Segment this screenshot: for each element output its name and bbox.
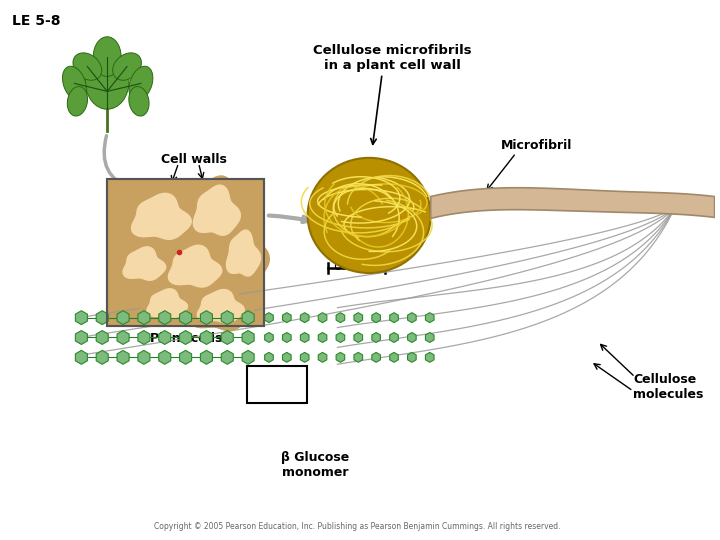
Polygon shape bbox=[76, 350, 87, 365]
Text: Cellulose
molecules: Cellulose molecules bbox=[633, 373, 703, 401]
Polygon shape bbox=[265, 313, 274, 322]
Polygon shape bbox=[354, 353, 363, 362]
Text: β Glucose
monomer: β Glucose monomer bbox=[282, 450, 350, 478]
Polygon shape bbox=[390, 313, 398, 322]
Polygon shape bbox=[242, 350, 254, 365]
Polygon shape bbox=[194, 185, 240, 235]
Polygon shape bbox=[221, 330, 233, 345]
Polygon shape bbox=[282, 333, 291, 342]
Polygon shape bbox=[354, 333, 363, 342]
Polygon shape bbox=[408, 353, 416, 362]
Polygon shape bbox=[132, 193, 192, 239]
Polygon shape bbox=[408, 333, 416, 342]
Polygon shape bbox=[179, 330, 192, 345]
Polygon shape bbox=[318, 313, 327, 322]
Ellipse shape bbox=[63, 66, 86, 100]
Ellipse shape bbox=[129, 86, 149, 116]
Polygon shape bbox=[408, 313, 416, 322]
Polygon shape bbox=[179, 310, 192, 325]
Polygon shape bbox=[138, 310, 150, 325]
Polygon shape bbox=[221, 350, 233, 365]
Polygon shape bbox=[117, 310, 129, 325]
Text: Copyright © 2005 Pearson Education, Inc. Publishing as Pearson Benjamin Cummings: Copyright © 2005 Pearson Education, Inc.… bbox=[154, 522, 561, 531]
Bar bbox=[107, 179, 264, 326]
Ellipse shape bbox=[112, 53, 141, 80]
Polygon shape bbox=[372, 313, 380, 322]
Polygon shape bbox=[158, 310, 171, 325]
Polygon shape bbox=[147, 289, 187, 318]
Polygon shape bbox=[265, 333, 274, 342]
Polygon shape bbox=[117, 330, 129, 345]
Polygon shape bbox=[390, 353, 398, 362]
Polygon shape bbox=[426, 353, 434, 362]
Polygon shape bbox=[426, 313, 434, 322]
Polygon shape bbox=[138, 280, 197, 326]
Text: Cell walls: Cell walls bbox=[161, 153, 227, 166]
Polygon shape bbox=[158, 350, 171, 365]
Polygon shape bbox=[168, 245, 222, 287]
Polygon shape bbox=[200, 330, 212, 345]
Polygon shape bbox=[372, 353, 380, 362]
Polygon shape bbox=[96, 310, 108, 325]
Polygon shape bbox=[300, 353, 309, 362]
Polygon shape bbox=[226, 230, 261, 276]
Polygon shape bbox=[336, 353, 345, 362]
Bar bbox=[107, 179, 264, 326]
Ellipse shape bbox=[73, 53, 102, 80]
Polygon shape bbox=[200, 350, 212, 365]
Text: Cellulose microfibrils
in a plant cell wall: Cellulose microfibrils in a plant cell w… bbox=[312, 44, 472, 72]
Ellipse shape bbox=[307, 158, 431, 273]
Polygon shape bbox=[189, 280, 253, 330]
Polygon shape bbox=[431, 188, 714, 218]
Polygon shape bbox=[160, 236, 230, 295]
Polygon shape bbox=[354, 313, 363, 322]
Polygon shape bbox=[336, 333, 345, 342]
Polygon shape bbox=[185, 176, 249, 243]
Ellipse shape bbox=[94, 37, 121, 77]
Polygon shape bbox=[158, 330, 171, 345]
Polygon shape bbox=[318, 353, 327, 362]
Polygon shape bbox=[179, 350, 192, 365]
Polygon shape bbox=[282, 353, 291, 362]
Polygon shape bbox=[218, 221, 269, 284]
Text: LE 5-8: LE 5-8 bbox=[12, 14, 60, 28]
Ellipse shape bbox=[86, 53, 129, 109]
Polygon shape bbox=[242, 310, 254, 325]
Polygon shape bbox=[117, 350, 129, 365]
Text: Plant cells: Plant cells bbox=[150, 332, 222, 345]
Polygon shape bbox=[300, 333, 309, 342]
Ellipse shape bbox=[67, 86, 88, 116]
Text: 0.5 μm: 0.5 μm bbox=[334, 260, 378, 273]
Polygon shape bbox=[76, 310, 87, 325]
Polygon shape bbox=[265, 353, 274, 362]
Polygon shape bbox=[197, 289, 244, 323]
Polygon shape bbox=[114, 238, 174, 288]
Polygon shape bbox=[426, 333, 434, 342]
Polygon shape bbox=[282, 313, 291, 322]
Polygon shape bbox=[76, 330, 87, 345]
Polygon shape bbox=[96, 350, 108, 365]
Polygon shape bbox=[221, 310, 233, 325]
Polygon shape bbox=[336, 313, 345, 322]
Polygon shape bbox=[138, 330, 150, 345]
Polygon shape bbox=[318, 333, 327, 342]
Polygon shape bbox=[372, 333, 380, 342]
Polygon shape bbox=[96, 330, 108, 345]
Polygon shape bbox=[200, 310, 212, 325]
Ellipse shape bbox=[129, 66, 153, 100]
Text: Microfibril: Microfibril bbox=[501, 139, 572, 152]
Polygon shape bbox=[390, 333, 398, 342]
Polygon shape bbox=[123, 184, 200, 247]
Polygon shape bbox=[138, 350, 150, 365]
Polygon shape bbox=[123, 247, 166, 280]
Polygon shape bbox=[300, 313, 309, 322]
Polygon shape bbox=[242, 330, 254, 345]
